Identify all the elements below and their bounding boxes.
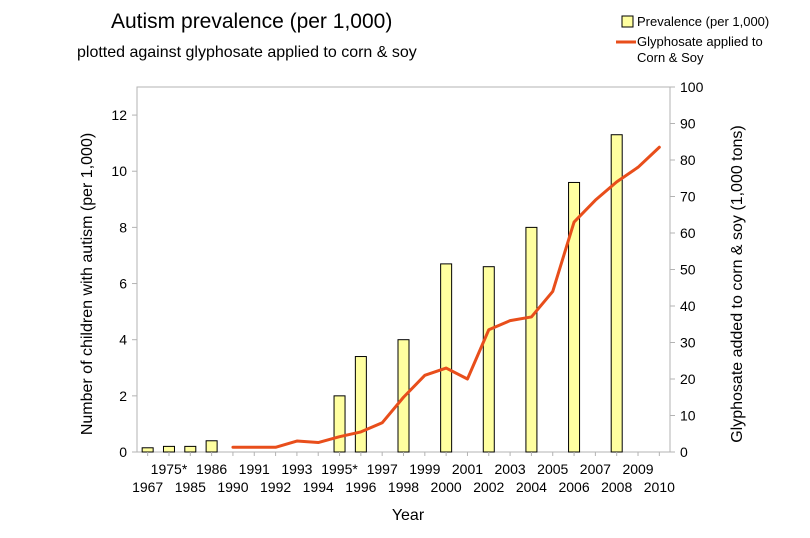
y-tick-label: 0 (119, 444, 127, 460)
bar-1985 (184, 445, 197, 453)
x-tick-label: 2008 (601, 479, 632, 495)
bar-2000 (440, 263, 453, 453)
legend-label-glyphosate: Glyphosate applied to Corn & Soy (637, 34, 763, 65)
chart-subtitle: plotted against glyphosate applied to co… (77, 44, 417, 61)
y2-tick-label: 20 (680, 371, 696, 387)
x-tick-label: 1992 (260, 479, 291, 495)
legend-swatch-prevalence (621, 15, 634, 28)
x-tick-label: 1996 (345, 479, 376, 495)
legend-label-prevalence: Prevalence (per 1,000) (637, 14, 769, 29)
y2-tick-label: 50 (680, 262, 696, 278)
bar-1975* (162, 445, 175, 453)
bar-1995* (333, 395, 346, 453)
x-tick-label: 1999 (409, 461, 440, 477)
x-tick-label: 2009 (622, 461, 653, 477)
x-tick-label: 1990 (217, 479, 248, 495)
x-axis-label: Year (392, 507, 425, 524)
x-tick-label: 1994 (303, 479, 334, 495)
y2-tick-label: 80 (680, 152, 696, 168)
bar-2004 (525, 226, 538, 453)
x-tick-label: 1997 (367, 461, 398, 477)
y2-tick-label: 100 (680, 79, 704, 95)
y-tick-label: 6 (119, 276, 127, 292)
x-tick-label: 1986 (196, 461, 227, 477)
bar-2002 (482, 266, 495, 453)
x-tick-label: 2005 (537, 461, 568, 477)
x-tick-label: 1985 (175, 479, 206, 495)
y-axis-label: Number of children with autism (per 1,00… (79, 133, 96, 435)
glyphosate-line (231, 145, 661, 449)
x-tick-label: 2002 (473, 479, 504, 495)
x-tick-label: 2001 (452, 461, 483, 477)
legend: Prevalence (per 1,000) Glyphosate applie… (616, 14, 769, 65)
x-tick-label: 1991 (239, 461, 270, 477)
y2-axis-label: Glyphosate added to corn & soy (1,000 to… (729, 125, 746, 443)
bar-1996 (354, 356, 367, 453)
x-tick-label: 2000 (431, 479, 462, 495)
x-tick-label: 1967 (132, 479, 163, 495)
x-tick-label: 2007 (580, 461, 611, 477)
y-tick-label: 8 (119, 219, 127, 235)
y-tick-label: 2 (119, 388, 127, 404)
chart-title: Autism prevalence (per 1,000) (111, 10, 393, 33)
x-tick-label: 2010 (644, 479, 675, 495)
x-tick-label: 2004 (516, 479, 547, 495)
y-tick-label: 12 (111, 107, 127, 123)
y2-tick-label: 0 (680, 444, 688, 460)
x-tick-label: 2006 (558, 479, 589, 495)
y2-tick-label: 90 (680, 116, 696, 132)
y2-tick-label: 10 (680, 408, 696, 424)
bar-1986 (205, 440, 218, 453)
y2-tick-label: 70 (680, 189, 696, 205)
bar-1967 (141, 447, 154, 453)
x-tick-label: 2003 (495, 461, 526, 477)
y2-tick-label: 30 (680, 335, 696, 351)
x-tick-label: 1975* (151, 461, 188, 477)
x-tick-label: 1993 (281, 461, 312, 477)
y2-tick-label: 40 (680, 298, 696, 314)
x-tick-label: 1995* (321, 461, 358, 477)
y2-tick-label: 60 (680, 225, 696, 241)
y-tick-label: 10 (111, 163, 127, 179)
x-tick-label: 1998 (388, 479, 419, 495)
y-tick-label: 4 (119, 332, 127, 348)
